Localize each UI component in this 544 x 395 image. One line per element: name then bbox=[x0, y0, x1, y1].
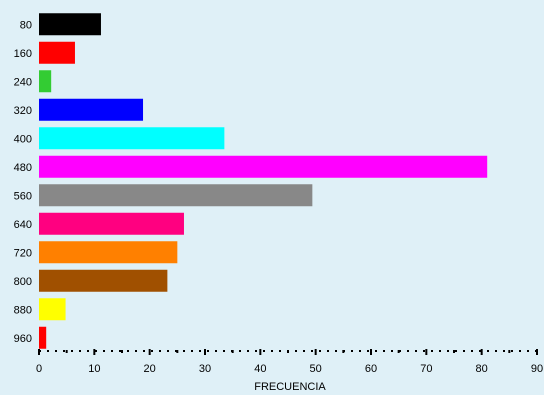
x-tick-label: 40 bbox=[254, 363, 266, 375]
y-tick-label: 240 bbox=[14, 76, 32, 88]
x-tick-label: 70 bbox=[420, 363, 432, 375]
x-tick-label: 80 bbox=[476, 363, 488, 375]
y-tick-label: 400 bbox=[14, 133, 32, 145]
x-axis: 0 10 20 30 40 50 60 70 80 90 bbox=[36, 349, 543, 375]
x-tick-label: 60 bbox=[365, 363, 377, 375]
x-tick-label: 90 bbox=[531, 363, 543, 375]
x-tick-label: 10 bbox=[88, 363, 100, 375]
bar-240 bbox=[39, 70, 52, 93]
y-tick-label: 160 bbox=[14, 48, 32, 60]
bar-160 bbox=[39, 41, 75, 64]
y-tick-label: 80 bbox=[20, 19, 32, 31]
y-tick-label: 320 bbox=[14, 105, 32, 117]
x-tick-label: 20 bbox=[144, 363, 156, 375]
bar-320 bbox=[39, 98, 144, 121]
bar-800 bbox=[39, 269, 168, 292]
bar-880 bbox=[39, 298, 66, 321]
y-tick-label: 720 bbox=[14, 247, 32, 259]
bar-400 bbox=[39, 127, 225, 150]
x-tick-label: 0 bbox=[36, 363, 42, 375]
y-tick-label: 880 bbox=[14, 304, 32, 316]
y-axis-labels: 80 160 240 320 400 480 560 640 720 800 880 960 bbox=[14, 19, 32, 345]
bar-640 bbox=[39, 212, 184, 235]
y-tick-label: 960 bbox=[14, 333, 32, 345]
x-axis-title: FRECUENCIA bbox=[254, 381, 326, 393]
bars bbox=[39, 13, 488, 349]
x-tick-label: 30 bbox=[199, 363, 211, 375]
bar-560 bbox=[39, 184, 313, 207]
bar-720 bbox=[39, 241, 178, 264]
y-tick-label: 560 bbox=[14, 190, 32, 202]
bar-960 bbox=[39, 326, 47, 349]
bar-80 bbox=[39, 13, 101, 36]
y-tick-label: 480 bbox=[14, 162, 32, 174]
bar-480 bbox=[39, 155, 488, 178]
y-tick-label: 800 bbox=[14, 276, 32, 288]
y-tick-label: 640 bbox=[14, 219, 32, 231]
x-tick-label: 50 bbox=[310, 363, 322, 375]
